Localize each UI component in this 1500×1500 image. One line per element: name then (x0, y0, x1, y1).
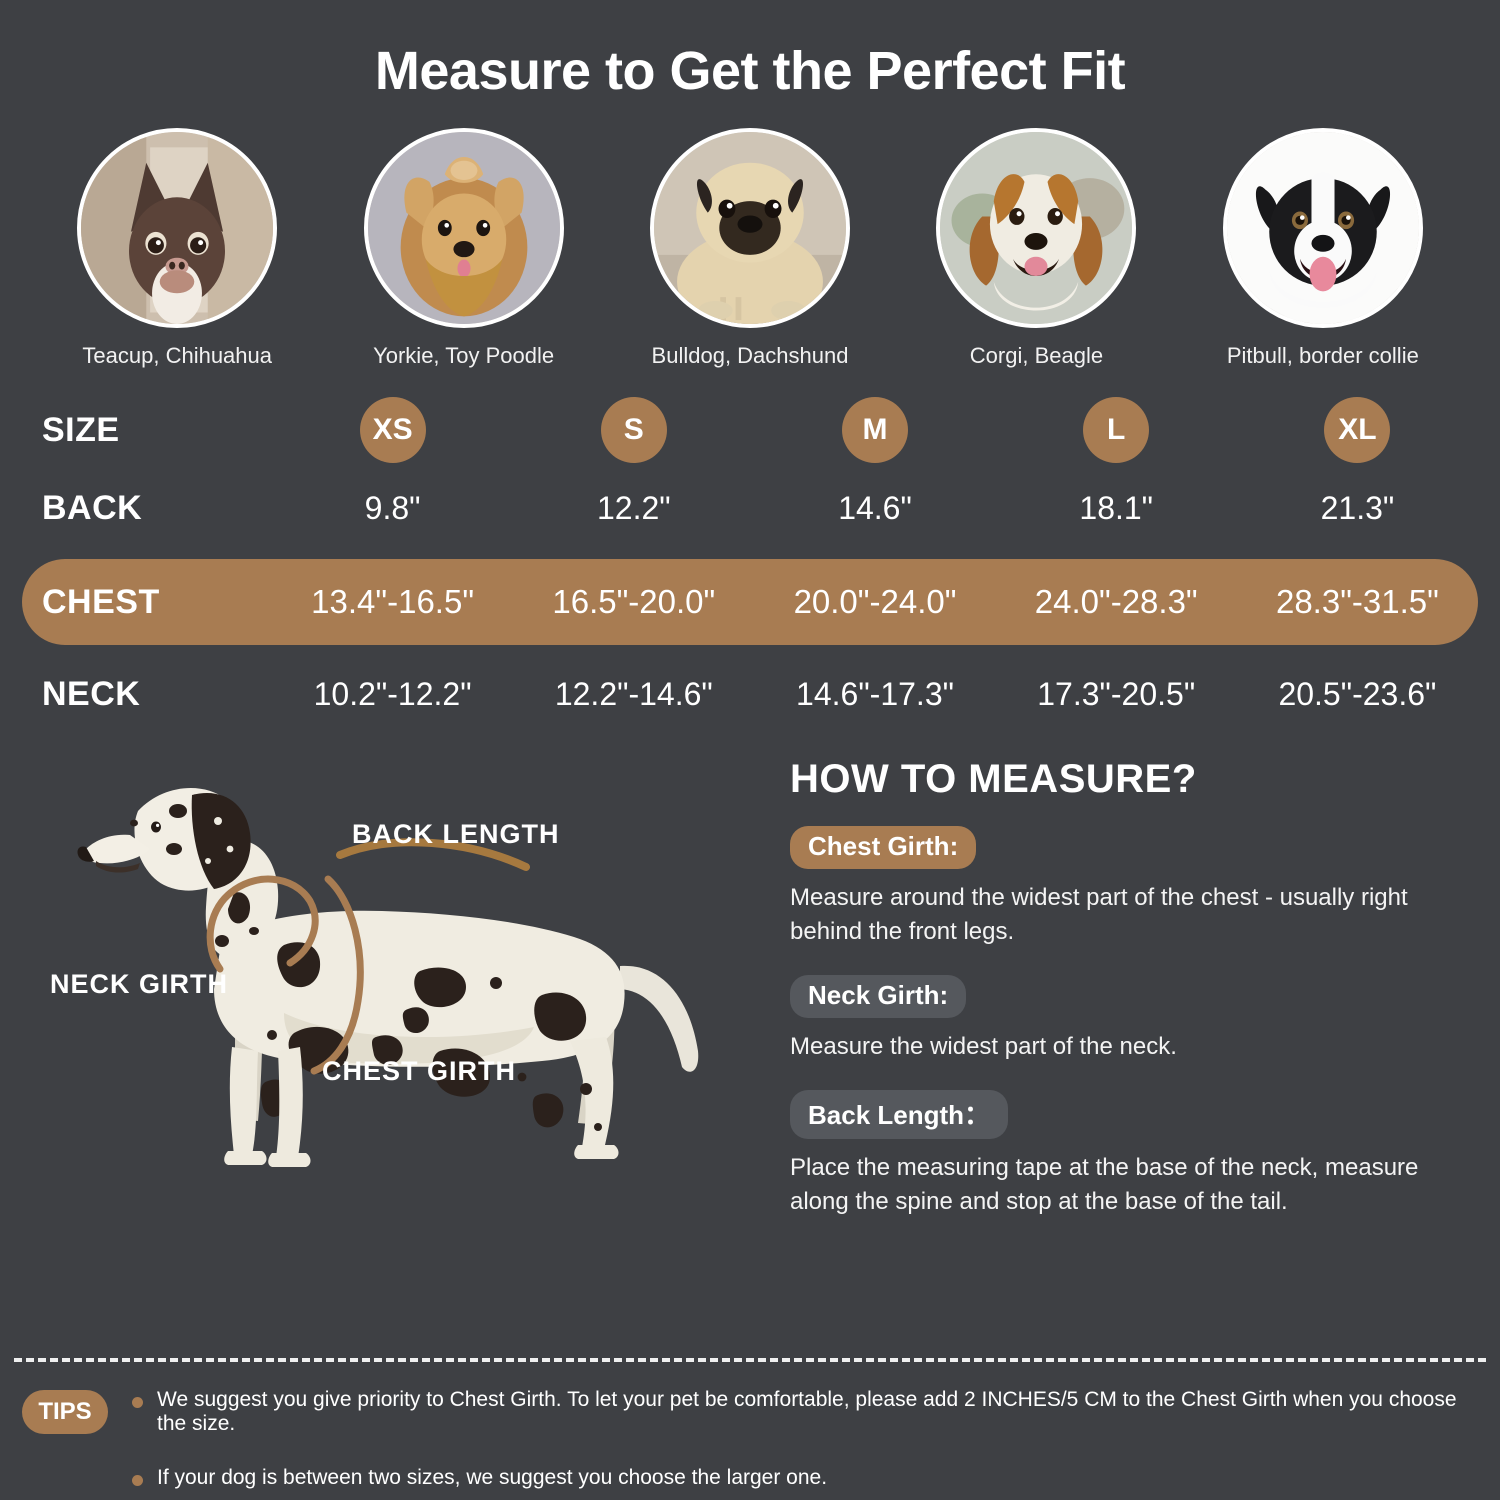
tips-list: We suggest you give priority to Chest Gi… (132, 1388, 1478, 1500)
how-to-measure-section: HOW TO MEASURE? Chest Girth: Measure aro… (782, 751, 1478, 1245)
border-collie-photo (1222, 128, 1423, 328)
neck-value-s: 12.2"-14.6" (554, 675, 713, 712)
breed-label: Teacup, Chihuahua (82, 343, 272, 368)
back-length-description: Place the measuring tape at the base of … (790, 1154, 1419, 1216)
row-label-size: SIZE (42, 410, 120, 449)
back-value-l: 18.1" (1079, 489, 1154, 526)
dalmatian-illustration (77, 787, 699, 1167)
neck-girth-badge: Neck Girth: (790, 975, 967, 1019)
measure-item-back: Back Length： Place the measuring tape at… (790, 1090, 1478, 1219)
chest-value-xs: 13.4"-16.5" (311, 583, 475, 620)
chest-value-m: 20.0"-24.0" (793, 583, 957, 620)
size-cell-m: M (754, 397, 995, 463)
table-row-chest: CHEST 13.4"-16.5" 16.5"-20.0" 20.0"-24.0… (22, 559, 1478, 645)
dog-diagram: BACK LENGTH NECK GIRTH CHEST GIRTH (22, 751, 782, 1181)
chihuahua-photo (77, 128, 278, 328)
tip-item: We suggest you give priority to Chest Gi… (132, 1388, 1478, 1436)
breed-cell-s: Yorkie, Toy Poodle (320, 128, 606, 369)
size-cell-l: L (996, 397, 1237, 463)
row-label-chest: CHEST (42, 582, 160, 621)
chest-value-l: 24.0"-28.3" (1034, 583, 1198, 620)
size-badge-l: L (1083, 397, 1150, 463)
breed-cell-xs: Teacup, Chihuahua (34, 128, 320, 369)
breed-label: Pitbull, border collie (1226, 343, 1419, 368)
tip-item: If your dog is between two sizes, we sug… (132, 1466, 1478, 1490)
size-badge-xl: XL (1324, 397, 1391, 463)
size-badge-m: M (842, 397, 908, 463)
bullet-icon (132, 1397, 143, 1408)
breed-label: Yorkie, Toy Poodle (373, 343, 555, 368)
size-table: SIZE XS S M L XL BACK 9.8" 12.2" 14.6" 1… (0, 391, 1500, 733)
measure-item-neck: Neck Girth: Measure the widest part of t… (790, 975, 1478, 1064)
table-row-back: BACK 9.8" 12.2" 14.6" 18.1" 21.3" (22, 469, 1478, 547)
size-cell-xs: XS (272, 397, 513, 463)
table-row-neck: NECK 10.2"-12.2" 12.2"-14.6" 14.6"-17.3"… (22, 655, 1478, 733)
neck-girth-caption: NECK GIRTH (50, 969, 228, 999)
size-cell-s: S (513, 397, 754, 463)
neck-value-xs: 10.2"-12.2" (313, 675, 472, 712)
chest-value-xl: 28.3"-31.5" (1275, 583, 1439, 620)
tips-section: TIPS We suggest you give priority to Che… (22, 1388, 1478, 1500)
breed-cell-xl: Pitbull, border collie (1180, 128, 1466, 369)
neck-value-l: 17.3"-20.5" (1037, 675, 1196, 712)
neck-girth-description: Measure the widest part of the neck. (790, 1033, 1177, 1061)
pug-photo (650, 128, 851, 328)
size-cell-xl: XL (1237, 397, 1478, 463)
how-to-measure-title: HOW TO MEASURE? (790, 757, 1197, 801)
back-length-badge: Back Length： (790, 1090, 1009, 1140)
breed-label: Corgi, Beagle (969, 343, 1104, 368)
measure-item-chest: Chest Girth: Measure around the widest p… (790, 826, 1478, 949)
row-label-back: BACK (42, 488, 143, 527)
dashed-divider (14, 1358, 1486, 1362)
breed-cell-l: Corgi, Beagle (893, 128, 1179, 369)
chest-girth-caption: CHEST GIRTH (322, 1056, 517, 1086)
lower-section: BACK LENGTH NECK GIRTH CHEST GIRTH HOW T… (0, 751, 1500, 1245)
breed-row: Teacup, Chihuahua (0, 128, 1500, 369)
neck-value-xl: 20.5"-23.6" (1278, 675, 1437, 712)
page-title: Measure to Get the Perfect Fit (374, 41, 1126, 101)
back-value-s: 12.2" (596, 489, 671, 526)
beagle-photo (936, 128, 1137, 328)
tip-text: We suggest you give priority to Chest Gi… (157, 1388, 1457, 1435)
back-value-xl: 21.3" (1320, 489, 1395, 526)
back-value-xs: 9.8" (364, 489, 421, 526)
chest-girth-description: Measure around the widest part of the ch… (790, 884, 1408, 946)
size-badge-xs: XS (359, 397, 426, 463)
tip-text: If your dog is between two sizes, we sug… (157, 1466, 828, 1489)
chest-value-s: 16.5"-20.0" (552, 583, 716, 620)
yorkie-photo (363, 128, 564, 328)
bullet-icon (132, 1475, 143, 1486)
breed-label: Bulldog, Dachshund (651, 343, 849, 368)
back-length-caption: BACK LENGTH (352, 819, 560, 849)
row-label-neck: NECK (42, 674, 141, 713)
table-row-size: SIZE XS S M L XL (22, 391, 1478, 469)
chest-girth-badge: Chest Girth: (790, 826, 977, 869)
tips-badge: TIPS (22, 1390, 108, 1434)
size-badge-s: S (600, 397, 667, 463)
back-value-m: 14.6" (838, 489, 912, 526)
neck-value-m: 14.6"-17.3" (796, 675, 954, 712)
breed-cell-m: Bulldog, Dachshund (607, 128, 893, 369)
